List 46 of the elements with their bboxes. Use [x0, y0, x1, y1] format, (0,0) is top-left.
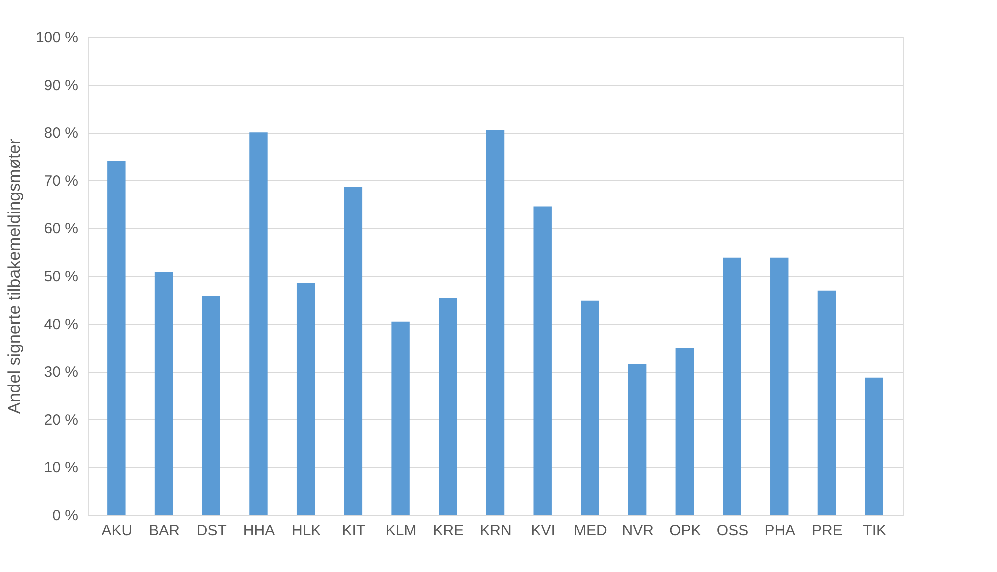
x-tick-label: PHA [764, 522, 796, 540]
x-tick-label: PRE [812, 522, 843, 540]
bar [581, 300, 600, 515]
bar [296, 283, 316, 515]
x-tick-label: MED [574, 522, 608, 540]
y-tick-label: 80 % [44, 125, 78, 142]
x-tick-label: HLK [292, 522, 322, 540]
bar [628, 364, 647, 515]
x-tick-label: DST [196, 522, 227, 540]
x-tick-label: KIT [342, 522, 366, 540]
x-tick-label: KLM [386, 522, 417, 540]
x-tick-label: NVR [622, 522, 654, 540]
y-tick-label: 50 % [44, 268, 78, 286]
y-tick-label: 40 % [44, 316, 78, 334]
bar [865, 378, 884, 515]
y-tick-label: 60 % [44, 220, 78, 238]
x-tick-label: AKU [102, 522, 133, 540]
y-tick-label: 10 % [44, 460, 78, 477]
bar [108, 161, 126, 515]
bar [534, 206, 552, 515]
bar [770, 258, 789, 515]
bar [202, 296, 220, 515]
bar [723, 258, 742, 515]
bar [392, 322, 410, 515]
bar [439, 298, 458, 515]
bar [250, 132, 268, 515]
y-tick-label: 70 % [44, 172, 78, 190]
y-tick-label: 30 % [44, 364, 78, 382]
y-tick-label: 100 % [36, 30, 78, 46]
x-tick-label: KVI [531, 522, 556, 540]
bar [676, 348, 694, 515]
x-tick-label: OPK [670, 522, 702, 540]
bar [344, 187, 363, 515]
y-axis-title: Andel signerte tilbakemeldingsmøter [4, 138, 24, 414]
bar [818, 290, 836, 515]
x-tick-label: KRN [480, 522, 512, 540]
y-tick-label: 90 % [44, 77, 78, 94]
x-tick-label: BAR [149, 522, 180, 540]
x-tick-label: TIK [863, 522, 886, 540]
x-tick-label: OSS [716, 522, 749, 540]
y-tick-label: 20 % [44, 412, 78, 429]
bar [486, 130, 505, 515]
bar [154, 272, 174, 515]
x-tick-label: KRE [433, 522, 464, 540]
y-tick-label: 0 % [52, 508, 78, 524]
x-tick-label: HHA [243, 522, 276, 540]
